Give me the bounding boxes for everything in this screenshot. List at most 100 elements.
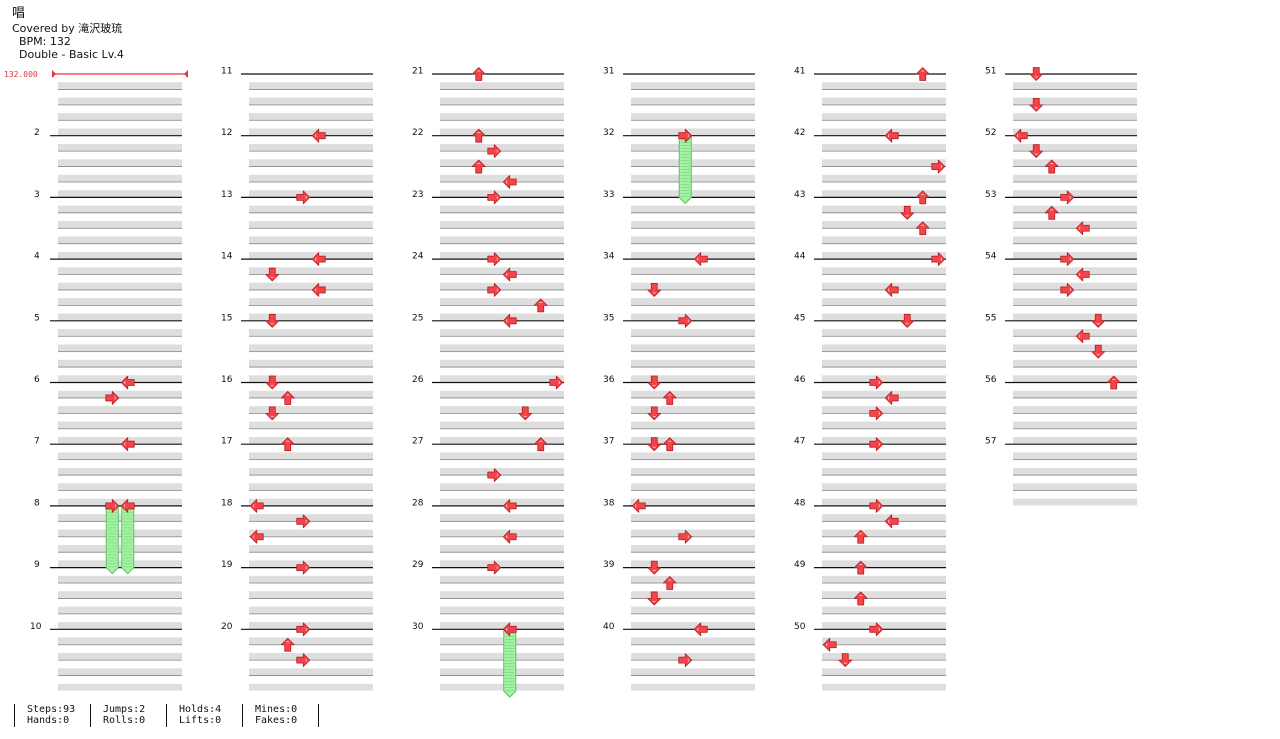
left-arrow-note <box>884 283 899 297</box>
beat-row <box>58 221 182 229</box>
beat-row <box>249 329 373 337</box>
arrow-shape <box>869 437 884 452</box>
beat-row <box>1013 267 1137 276</box>
measure-number: 50 <box>794 622 806 632</box>
beat-row <box>1013 97 1137 106</box>
beat-row <box>440 190 564 197</box>
right-arrow-note <box>1060 283 1075 297</box>
measure-number: 28 <box>412 498 424 508</box>
right-arrow-note <box>678 313 693 328</box>
left-arrow-note <box>822 637 837 652</box>
beat-row <box>440 205 564 214</box>
measure-number: 13 <box>221 190 232 200</box>
beat-row <box>58 251 182 259</box>
beat-row <box>1013 483 1137 491</box>
beat-row <box>249 498 373 506</box>
right-arrow-note <box>487 283 502 297</box>
stats-footer: Steps:93 Hands:0 Jumps:2 Rolls:0 Holds:4… <box>14 704 319 727</box>
measure-number: 45 <box>794 313 805 323</box>
measure-number: 57 <box>985 437 996 447</box>
arrow-shape <box>265 375 280 390</box>
arrow-shape <box>296 560 311 575</box>
beat-row <box>440 529 564 538</box>
beat-row <box>631 652 755 661</box>
arrow-shape <box>678 529 693 544</box>
right-arrow-note <box>931 159 946 174</box>
left-arrow-note <box>311 128 326 143</box>
beat-row <box>249 282 373 291</box>
beat-row <box>58 591 182 599</box>
beat-row <box>631 591 755 599</box>
beat-row <box>249 421 373 430</box>
steps-count: Steps:93 <box>27 704 76 715</box>
beat-row <box>440 514 564 522</box>
beat-row <box>249 622 373 629</box>
beat-row <box>822 652 946 661</box>
beat-row <box>822 591 946 599</box>
beat-row <box>822 267 946 276</box>
arrow-shape <box>249 529 264 544</box>
beat-row <box>249 668 373 677</box>
arrow-shape <box>900 313 915 328</box>
arrow-shape <box>471 67 486 81</box>
up-arrow-note <box>280 637 295 652</box>
beat-row <box>631 483 755 491</box>
left-arrow-note <box>311 283 326 297</box>
left-arrow-note <box>1075 267 1090 282</box>
down-arrow-note <box>647 560 662 575</box>
beat-row <box>822 406 946 414</box>
beat-row <box>58 375 182 382</box>
measure-number: 37 <box>603 437 614 447</box>
down-arrow-note <box>900 205 915 220</box>
arrow-shape <box>662 437 677 452</box>
beat-row <box>631 205 755 214</box>
left-arrow-note <box>249 498 264 513</box>
beat-row <box>440 174 564 183</box>
arrow-shape <box>931 159 946 174</box>
arrow-shape <box>693 622 708 637</box>
measure-number: 12 <box>221 128 232 138</box>
beat-row <box>249 467 373 476</box>
beat-row <box>822 560 946 568</box>
arrow-shape <box>1060 190 1075 205</box>
beat-row <box>440 159 564 168</box>
right-arrow-note <box>931 252 946 267</box>
beat-row <box>631 174 755 183</box>
beat-row <box>1013 128 1137 136</box>
beat-row <box>440 606 564 615</box>
measure-number: 7 <box>34 437 40 447</box>
measure-number: 23 <box>412 190 423 200</box>
beat-row <box>822 159 946 168</box>
beat-row <box>249 529 373 538</box>
arrow-shape <box>487 283 502 297</box>
measure-number: 54 <box>985 252 997 262</box>
arrow-shape <box>296 514 311 529</box>
beat-row <box>249 637 373 646</box>
beat-row <box>440 406 564 414</box>
arrow-shape <box>1029 67 1044 81</box>
song-info: 唱 Covered by 滝沢玻琉 BPM: 132 Double - Basi… <box>12 6 124 61</box>
song-artist: Covered by 滝沢玻琉 <box>12 22 123 35</box>
right-arrow-note <box>869 498 884 513</box>
beat-row <box>631 236 755 245</box>
beat-row <box>440 452 564 461</box>
up-arrow-note <box>533 298 548 313</box>
right-arrow-note <box>869 622 884 637</box>
arrow-shape <box>265 313 280 328</box>
arrow-shape <box>311 283 326 297</box>
left-arrow-note <box>693 252 708 267</box>
beat-row <box>249 128 373 136</box>
beat-row <box>249 313 373 321</box>
beat-row <box>249 174 373 183</box>
right-arrow-note <box>487 560 502 575</box>
beat-row <box>440 436 564 444</box>
measure-number: 36 <box>603 375 615 385</box>
beat-row <box>822 143 946 152</box>
beat-row <box>440 622 564 629</box>
arrow-shape <box>105 498 120 513</box>
measure-number: 20 <box>221 622 233 632</box>
arrow-shape <box>884 128 899 143</box>
arrow-shape <box>105 391 120 405</box>
beat-row <box>1013 329 1137 337</box>
arrow-shape <box>631 498 646 513</box>
